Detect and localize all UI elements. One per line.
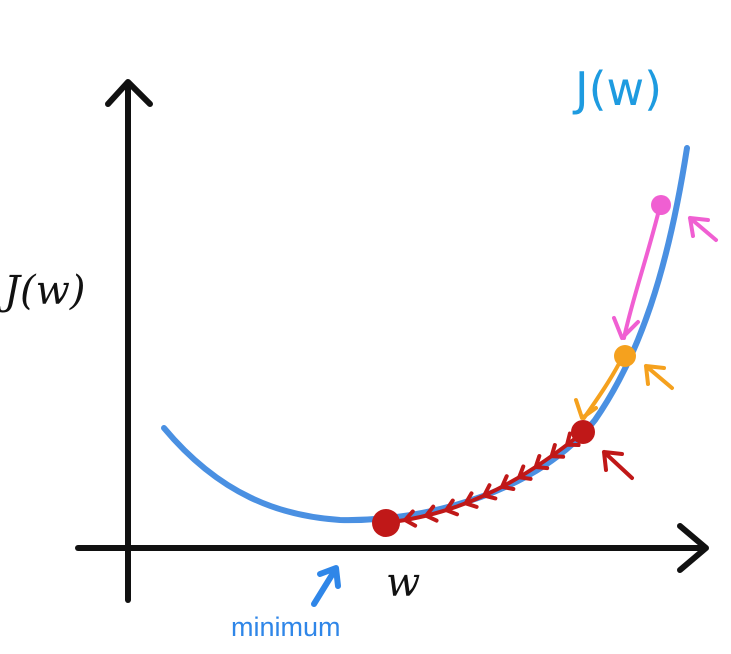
cost-curve [161,145,690,524]
step-3-chevrons [403,431,581,528]
minimum-arrow-shaft [311,567,338,607]
step-2 [574,345,674,420]
step-3-chevron [500,474,516,492]
step-3-chevron [549,443,566,459]
step-3-path [390,431,584,524]
step-2-indicator-arrow [644,364,674,390]
step-2-arrowhead [574,398,598,420]
axes [75,79,709,603]
step-1-path [622,204,662,340]
step-3-chevron [403,509,418,528]
step-3-chevron [482,483,498,501]
x-axis-arrowhead [677,523,709,573]
step-3-chevron [444,498,460,517]
minimum-label: minimum [231,612,341,642]
step-3-chevron [565,431,581,448]
step-1-point [651,195,671,215]
minimum-point-scribble [374,510,400,534]
step-3-chevron [424,504,439,523]
minimum-arrowhead [317,565,341,589]
step-3-chevron [517,464,533,481]
step-3-indicator-arrow [602,450,634,480]
step-3 [372,420,634,537]
step-1 [612,195,718,340]
y-axis-label: J(w) [4,268,86,314]
step-1-arrowhead [612,316,640,340]
step-1-indicator-arrow [688,216,718,242]
curve-label: J(w) [575,62,663,116]
step-2-point [614,345,636,367]
step-3-point [571,420,595,444]
step-3-chevron [533,454,550,471]
minimum-indicator [311,565,341,607]
y-axis-arrowhead [105,79,153,107]
x-axis-label: w [386,560,421,606]
step-3-chevron [463,491,479,509]
